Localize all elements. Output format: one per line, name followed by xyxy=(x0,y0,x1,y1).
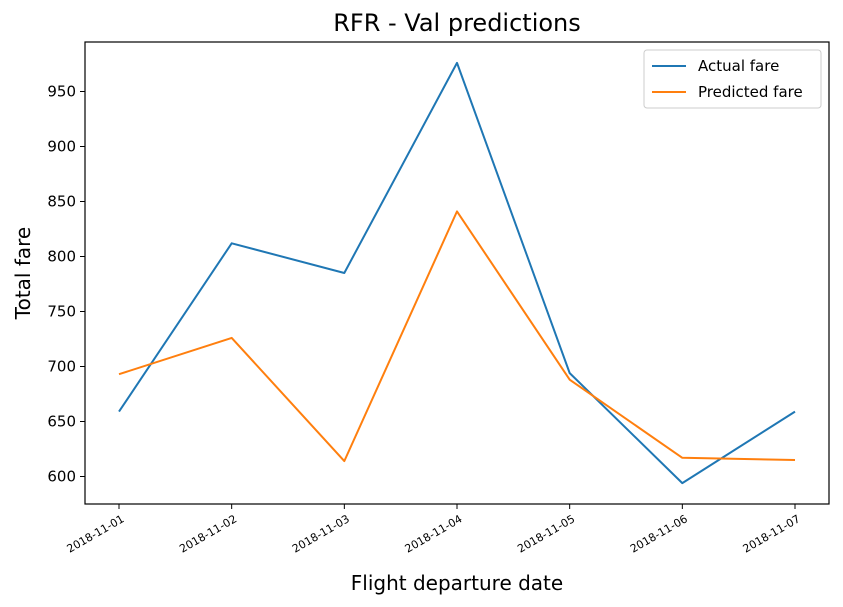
legend-box xyxy=(643,49,822,109)
legend-label-actual: Actual fare xyxy=(698,57,779,75)
x-tick-label: 2018-11-06 xyxy=(628,512,690,555)
legend-label-predicted: Predicted fare xyxy=(698,83,803,101)
plot-lines xyxy=(118,61,796,485)
y-tick-label: 700 xyxy=(47,358,76,376)
y-tick-label: 650 xyxy=(47,413,76,431)
series-line-predicted xyxy=(118,210,796,463)
x-tick-label: 2018-11-05 xyxy=(515,512,577,555)
x-axis: 2018-11-01 2018-11-02 2018-11-03 2018-11-04… xyxy=(65,504,803,556)
y-tick-label: 600 xyxy=(47,468,76,486)
y-tick-label: 750 xyxy=(47,303,76,321)
x-tick-label: 2018-11-01 xyxy=(65,512,127,555)
y-tick-label: 850 xyxy=(47,193,76,211)
y-tick-label: 800 xyxy=(47,248,76,266)
x-tick-label: 2018-11-03 xyxy=(290,512,352,555)
x-tick-label: 2018-11-02 xyxy=(177,512,239,555)
y-tick-label: 900 xyxy=(47,138,76,156)
legend: Actual fare Predicted fare xyxy=(643,49,822,109)
x-axis-label: Flight departure date xyxy=(351,571,563,595)
x-tick-label: 2018-11-04 xyxy=(403,512,465,555)
x-tick-label: 2018-11-07 xyxy=(741,512,803,555)
chart-title: RFR - Val predictions xyxy=(333,9,581,37)
series-line-actual xyxy=(118,61,796,485)
y-axis-label: Total fare xyxy=(11,227,35,320)
y-axis: 600 650 700 750 800 850 900 950 xyxy=(47,83,85,486)
plot-area-frame xyxy=(84,41,830,505)
y-tick-label: 950 xyxy=(47,83,76,101)
